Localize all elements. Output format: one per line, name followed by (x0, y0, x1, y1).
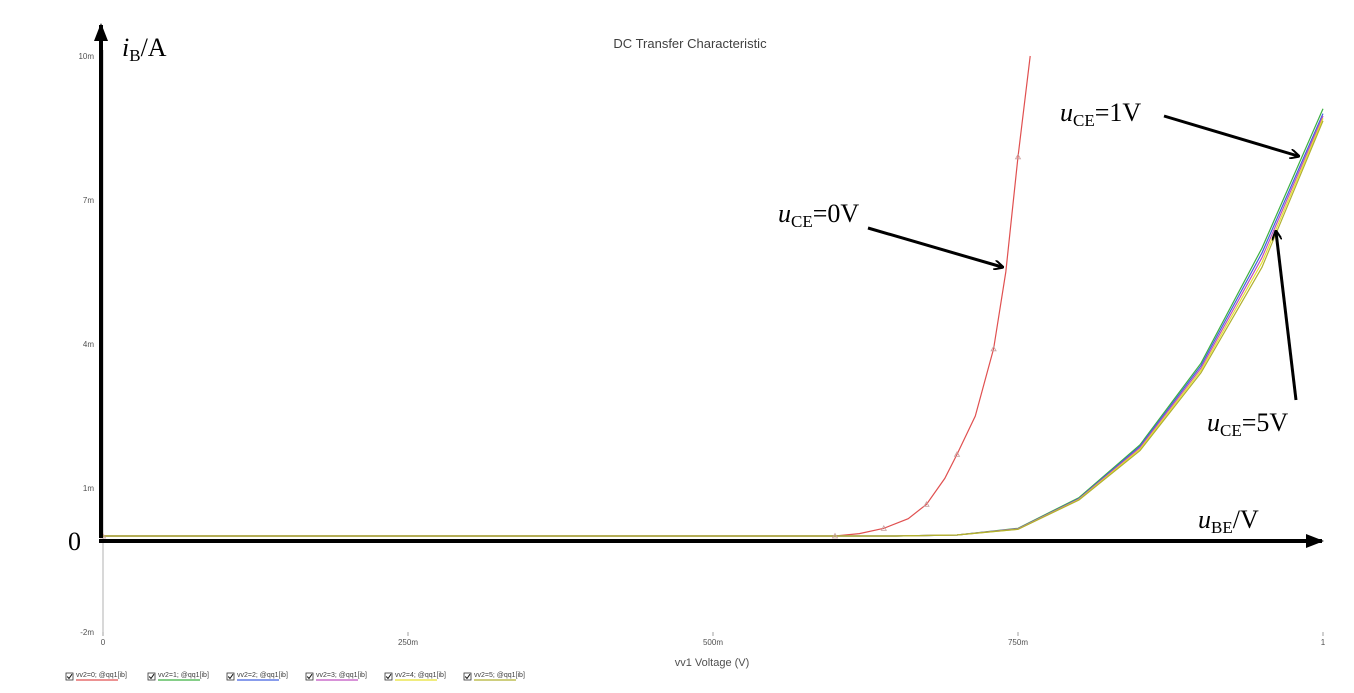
x-axis-label: vv1 Voltage (V) (675, 657, 750, 669)
checkmark-icon (385, 673, 392, 680)
legend-label: vv2=0; @qq1[ib] (76, 672, 127, 679)
series-line-2 (103, 113, 1324, 537)
annotation-uce-5v: uCE=5V (1207, 408, 1288, 440)
checkmark-icon (464, 673, 471, 680)
x-tick-label: 750m (1008, 638, 1028, 647)
series-line-5 (103, 120, 1324, 537)
checkmark-icon (148, 673, 155, 680)
checkmark-icon (227, 673, 234, 680)
y-tick-label: 1m (83, 484, 94, 493)
legend-item[interactable]: vv2=0; @qq1[ib] (65, 672, 127, 681)
origin-label: 0 (68, 527, 81, 556)
chart-title: DC Transfer Characteristic (613, 36, 767, 51)
annotation-uce-0v: uCE=0V (778, 199, 859, 231)
legend-checkbox[interactable] (226, 672, 235, 681)
legend-item[interactable]: vv2=1; @qq1[ib] (147, 672, 209, 681)
legend-label: vv2=1; @qq1[ib] (158, 672, 209, 679)
legend: vv2=0; @qq1[ib] vv2=1; @qq1[ib] vv2=2; @qq… (65, 672, 525, 681)
x-tick-label: 500m (703, 638, 723, 647)
legend-label: vv2=3; @qq1[ib] (316, 672, 367, 679)
legend-item[interactable]: vv2=3; @qq1[ib] (305, 672, 367, 681)
legend-item[interactable]: vv2=2; @qq1[ib] (226, 672, 288, 681)
arrow-uce-1v (1163, 114, 1298, 156)
y-tick-label: 4m (83, 340, 94, 349)
checkmark-icon (66, 673, 73, 680)
legend-label: vv2=5; @qq1[ib] (474, 672, 525, 679)
x-tick-labels: 0 250m 500m 750m 1 (101, 632, 1326, 647)
y-tick-label: -2m (80, 628, 94, 637)
y-tick-label: 10m (78, 52, 94, 61)
x-axis-annotation: uBE/V (1198, 505, 1259, 537)
x-tick-label: 0 (101, 638, 106, 647)
legend-checkbox[interactable] (384, 672, 393, 681)
legend-checkbox[interactable] (147, 672, 156, 681)
legend-checkbox[interactable] (65, 672, 74, 681)
x-tick-label: 1 (1321, 638, 1326, 647)
y-tick-label: 7m (83, 196, 94, 205)
legend-checkbox[interactable] (463, 672, 472, 681)
series-marker (831, 532, 839, 539)
y-axis-annotation: iB/A (122, 33, 167, 65)
series-line-4 (103, 118, 1324, 537)
series-line-3 (103, 115, 1324, 537)
series-layer (99, 55, 1324, 539)
legend-label: vv2=2; @qq1[ib] (237, 672, 288, 679)
y-tick-labels: 10m 7m 4m 1m -2m (78, 52, 94, 637)
annotation-uce-1v: uCE=1V (1060, 98, 1141, 130)
series-marker (923, 500, 930, 507)
series-marker (953, 451, 961, 457)
series-marker (880, 524, 887, 531)
legend-item[interactable]: vv2=5; @qq1[ib] (463, 672, 525, 681)
legend-label: vv2=4; @qq1[ib] (395, 672, 446, 679)
checkmark-icon (306, 673, 313, 680)
arrow-uce-5v (1276, 232, 1298, 401)
series-marker (1014, 153, 1022, 160)
x-tick-label: 250m (398, 638, 418, 647)
legend-checkbox[interactable] (305, 672, 314, 681)
series-line-1 (103, 108, 1324, 537)
series-marker (990, 345, 997, 352)
series-line-0 (103, 55, 1031, 537)
legend-item[interactable]: vv2=4; @qq1[ib] (384, 672, 446, 681)
arrow-uce-0v (867, 226, 1002, 267)
